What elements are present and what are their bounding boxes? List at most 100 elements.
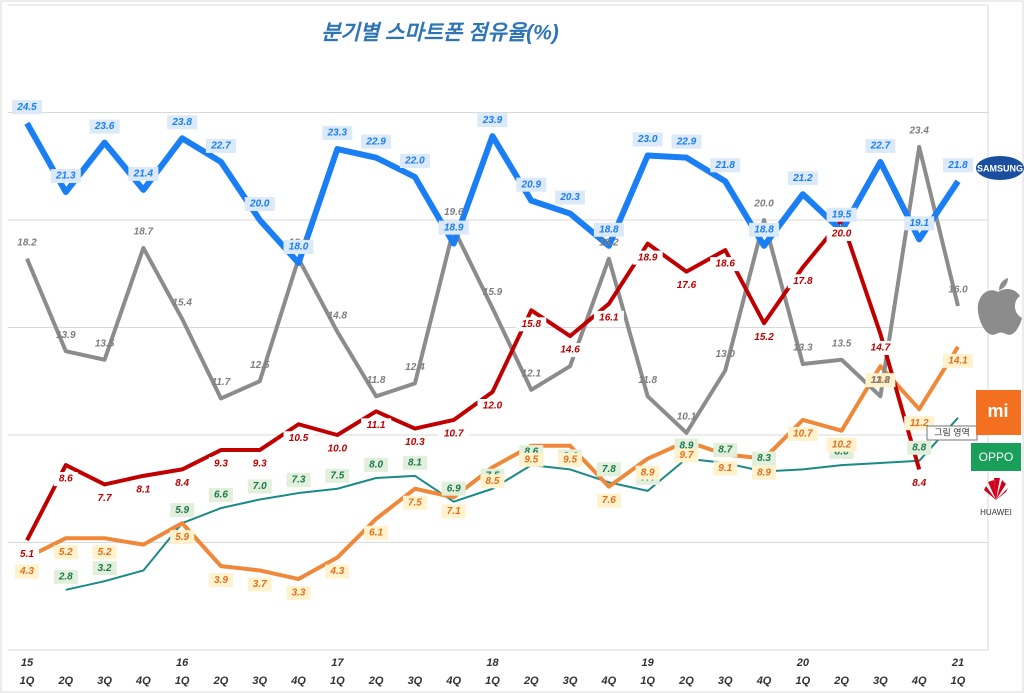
data-label: 18.8 bbox=[599, 224, 619, 235]
data-label-bg bbox=[402, 495, 427, 510]
data-label: 8.8 bbox=[912, 442, 926, 453]
data-label-bg bbox=[907, 440, 932, 455]
x-year-label: 19 bbox=[642, 657, 655, 669]
data-label: 8.0 bbox=[369, 460, 383, 471]
data-label: 8.1 bbox=[136, 484, 150, 495]
data-label-bg bbox=[92, 561, 117, 576]
data-label-group: 6.6 bbox=[208, 488, 233, 503]
data-label: 14.7 bbox=[871, 343, 891, 354]
data-label: 5.1 bbox=[20, 549, 34, 560]
data-label: 8.1 bbox=[408, 457, 422, 468]
data-label-bg bbox=[325, 468, 350, 483]
data-label: 6.9 bbox=[447, 483, 461, 494]
data-label-bg bbox=[247, 577, 272, 592]
data-label: 7.7 bbox=[98, 493, 112, 504]
data-label-bg bbox=[752, 465, 777, 480]
data-label: 10.3 bbox=[405, 437, 425, 448]
data-label-group: 18.6 bbox=[710, 257, 741, 272]
data-label-bg bbox=[749, 222, 780, 237]
data-label: 20.0 bbox=[831, 229, 852, 240]
data-label: 9.3 bbox=[253, 459, 267, 470]
data-label: 9.3 bbox=[214, 459, 228, 470]
mi-logo bbox=[976, 390, 1021, 435]
data-label-group: 14.1 bbox=[943, 353, 973, 368]
data-label: 11.8 bbox=[871, 375, 890, 386]
data-label-bg bbox=[710, 158, 741, 173]
data-label-bg bbox=[555, 190, 586, 205]
x-year-label: 17 bbox=[331, 657, 344, 669]
data-label-group: 10.3 bbox=[399, 435, 430, 450]
data-label-group: 20.0 bbox=[826, 227, 857, 241]
data-label-group: 8.7 bbox=[713, 442, 738, 457]
data-label: 13.5 bbox=[832, 338, 852, 349]
data-label: 22.9 bbox=[676, 136, 697, 147]
data-label-group: 12.5 bbox=[250, 360, 270, 371]
data-label-bg bbox=[128, 166, 159, 181]
data-label-group: 9.1 bbox=[713, 461, 738, 476]
data-label-bg bbox=[205, 138, 236, 153]
data-label-group: 7.0 bbox=[247, 479, 272, 494]
data-label-group: 5.9 bbox=[170, 503, 195, 518]
data-label-group: 6.9 bbox=[441, 481, 466, 496]
data-label: 9.7 bbox=[680, 450, 694, 461]
data-label-group: 9.5 bbox=[558, 452, 583, 467]
data-label-group: 10.7 bbox=[787, 426, 818, 441]
data-label: 18.0 bbox=[289, 242, 309, 253]
x-tick-label: 1Q bbox=[640, 675, 655, 687]
data-label-group: 13.9 bbox=[56, 330, 76, 341]
data-label: 3.3 bbox=[292, 588, 306, 599]
data-label: 18.2 bbox=[17, 237, 37, 248]
data-label-group: 23.3 bbox=[322, 126, 353, 141]
data-label-group: 18.7 bbox=[134, 227, 154, 238]
data-label-group: 8.6 bbox=[53, 472, 78, 487]
data-label-group: 5.1 bbox=[15, 547, 39, 562]
data-label-group: 23.9 bbox=[477, 113, 508, 128]
data-label-group: 13.5 bbox=[95, 338, 115, 349]
data-label: 8.3 bbox=[757, 453, 771, 464]
data-label-group: 7.5 bbox=[402, 495, 427, 510]
tooltip-text: 그림 영역 bbox=[934, 426, 970, 437]
data-label: 17.6 bbox=[677, 280, 697, 291]
legend-label: HUAWEI bbox=[980, 508, 1012, 517]
data-label: 7.6 bbox=[602, 495, 616, 506]
data-label-bg bbox=[477, 399, 508, 413]
data-label-bg bbox=[671, 278, 702, 293]
data-label: 7.5 bbox=[408, 497, 422, 508]
x-tick-label: 3Q bbox=[873, 675, 888, 687]
data-label-group: 23.8 bbox=[167, 115, 198, 130]
data-label: 15.4 bbox=[172, 298, 192, 309]
data-label-group: 7.3 bbox=[286, 473, 311, 488]
data-label-group: 21.3 bbox=[50, 169, 81, 184]
plot: 1Q 15 2Q 3Q 4Q 1Q 16 2Q 3Q 4Q 1Q 17 2Q 3Q 4Q 1Q 18 2Q 3Q 4Q… bbox=[8, 4, 989, 687]
data-label: 5.9 bbox=[175, 505, 189, 516]
data-label: 8.9 bbox=[641, 467, 655, 478]
data-label-bg bbox=[361, 134, 392, 149]
data-label-group: 18.8 bbox=[749, 222, 780, 237]
data-label-group: 22.7 bbox=[865, 138, 896, 153]
data-label-bg bbox=[477, 113, 508, 128]
data-label-group: 8.5 bbox=[480, 474, 505, 489]
data-label-bg bbox=[943, 158, 973, 173]
data-label-group: 5.2 bbox=[92, 545, 117, 560]
data-label: 16.0 bbox=[948, 285, 968, 296]
data-label-group: 7.5 bbox=[325, 468, 350, 483]
x-year-label: 16 bbox=[176, 657, 189, 669]
data-label-bg bbox=[865, 373, 896, 388]
data-label-bg bbox=[674, 448, 699, 463]
data-label-group: 3.3 bbox=[286, 586, 311, 601]
data-label: 18.2 bbox=[599, 237, 619, 248]
data-label-bg bbox=[53, 569, 78, 584]
data-label-group: 17.8 bbox=[787, 274, 818, 289]
x-tick-label: 4Q bbox=[135, 675, 151, 687]
series-line bbox=[26, 345, 960, 582]
data-label: 11.7 bbox=[212, 377, 231, 388]
data-label-bg bbox=[247, 479, 272, 494]
data-label: 8.9 bbox=[680, 440, 694, 451]
data-label-group: 3.2 bbox=[92, 561, 117, 576]
data-label-bg bbox=[558, 452, 583, 467]
data-label-group: 13.0 bbox=[716, 349, 736, 360]
data-label: 8.6 bbox=[835, 447, 849, 458]
data-label-group: 8.3 bbox=[752, 451, 777, 466]
data-label: 22.7 bbox=[870, 141, 891, 152]
